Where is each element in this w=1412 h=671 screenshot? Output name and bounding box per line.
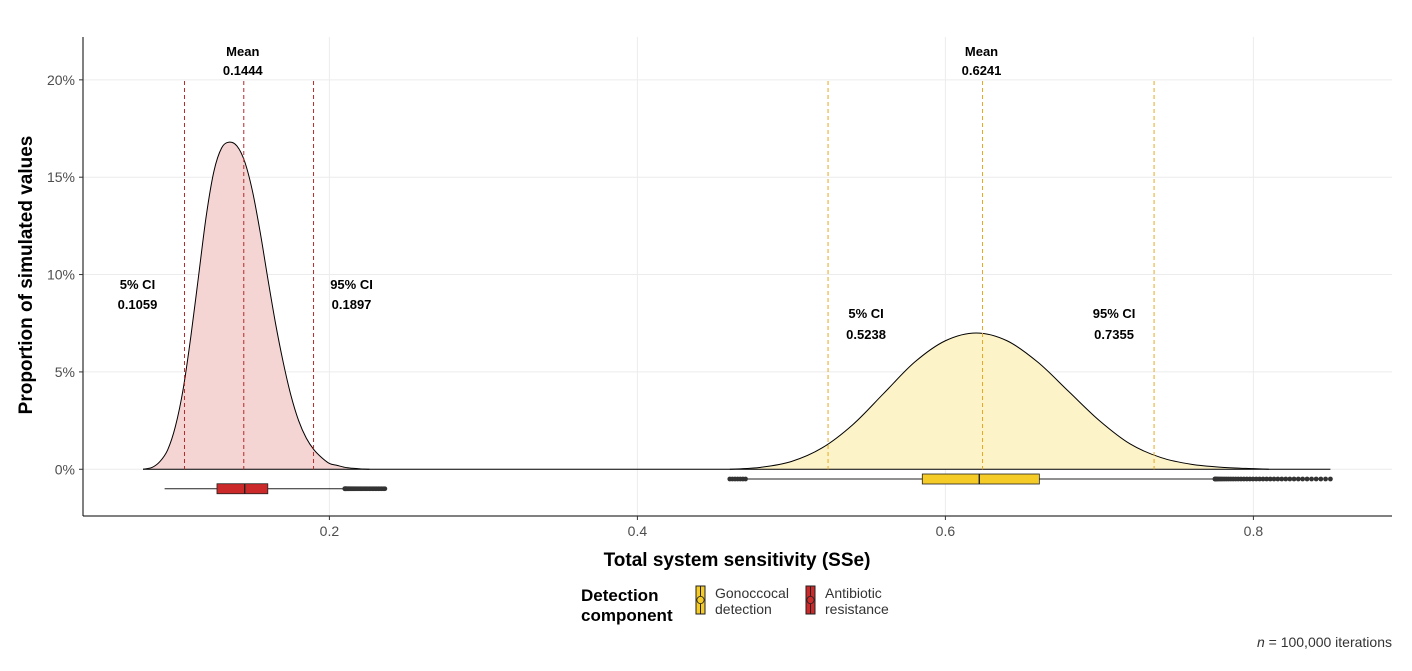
ci95-value-gonococcal: 0.7355 — [1094, 327, 1134, 342]
legend-label-antibiotic-line2: resistance — [825, 601, 889, 617]
outlier-high-gonococcal — [1323, 476, 1328, 482]
y-tick-label: 15% — [47, 169, 75, 185]
annotations: Mean 0.1444 5% CI 0.1059 95% CI 0.1897 Mean 0.6… — [118, 44, 1136, 342]
legend-title-line1: Detection — [581, 586, 658, 605]
ci5-value-antibiotic: 0.1059 — [118, 297, 158, 312]
y-axis-title: Proportion of simulated values — [16, 136, 37, 415]
legend: Detection component Gonoccocal detection… — [581, 585, 889, 625]
outlier-low-gonococcal — [743, 476, 748, 482]
mean-title-antibiotic: Mean — [226, 44, 259, 59]
outlier-high-gonococcal — [1264, 476, 1270, 482]
outlier-high-antibiotic — [382, 486, 388, 492]
caption-n: n — [1257, 634, 1265, 650]
legend-key-dot-antibiotic — [806, 596, 815, 605]
ci5-value-gonococcal: 0.5238 — [846, 327, 886, 342]
outlier-high-gonococcal — [1328, 476, 1333, 482]
legend-label-gonococcal-line1: Gonoccocal — [715, 585, 789, 601]
mean-value-antibiotic: 0.1444 — [223, 63, 264, 78]
x-axis-title: Total system sensitivity (SSe) — [604, 550, 871, 571]
ci5-title-antibiotic: 5% CI — [120, 277, 155, 292]
outlier-high-gonococcal — [1257, 476, 1263, 482]
ci95-title-gonococcal: 95% CI — [1093, 306, 1136, 321]
outlier-high-gonococcal — [1304, 476, 1310, 482]
outlier-high-gonococcal — [1283, 476, 1289, 482]
outlier-high-gonococcal — [1275, 476, 1281, 482]
ci95-title-antibiotic: 95% CI — [330, 277, 373, 292]
ci5-title-gonococcal: 5% CI — [848, 306, 883, 321]
x-tick-label: 0.8 — [1244, 523, 1264, 539]
box-gonococcal — [921, 473, 1040, 485]
y-tick-label: 0% — [55, 461, 75, 477]
y-tick-label: 5% — [55, 364, 75, 380]
caption: n = 100,000 iterations — [1257, 634, 1392, 650]
legend-title-line2: component — [581, 606, 673, 625]
density-fill-gonococcal — [729, 332, 1269, 470]
legend-label-antibiotic-line1: Antibiotic — [825, 585, 882, 601]
outlier-high-gonococcal — [1300, 476, 1306, 482]
x-tick-label: 0.4 — [628, 523, 648, 539]
axes: 0.2 0.4 0.6 0.8 0% 5% 10% 15% 20% — [47, 37, 1392, 539]
density-outline-antibiotic — [142, 141, 370, 470]
mean-title-gonococcal: Mean — [965, 44, 998, 59]
outlier-high-gonococcal — [1253, 476, 1259, 482]
caption-rest: = 100,000 iterations — [1265, 634, 1392, 650]
y-tick-label: 20% — [47, 72, 75, 88]
x-tick-label: 0.6 — [936, 523, 956, 539]
box-antibiotic — [216, 483, 269, 495]
ci95-value-antibiotic: 0.1897 — [332, 297, 372, 312]
x-tick-label: 0.2 — [320, 523, 340, 539]
outlier-high-gonococcal — [1287, 476, 1293, 482]
density-areas — [142, 141, 1331, 470]
outlier-high-gonococcal — [1291, 476, 1297, 482]
density-outline-gonococcal — [729, 332, 1269, 470]
outlier-high-gonococcal — [1313, 476, 1319, 482]
outlier-high-gonococcal — [1279, 476, 1285, 482]
outlier-high-gonococcal — [1295, 476, 1301, 482]
outlier-high-gonococcal — [1260, 476, 1266, 482]
legend-key-dot-gonococcal — [696, 596, 705, 605]
density-fill-antibiotic — [143, 142, 370, 470]
y-tick-label: 10% — [47, 267, 75, 283]
legend-label-gonococcal-line2: detection — [715, 601, 772, 617]
outlier-high-gonococcal — [1267, 476, 1273, 482]
boxplots — [164, 473, 1333, 495]
outlier-high-gonococcal — [1309, 476, 1314, 482]
mean-value-gonococcal: 0.6241 — [962, 63, 1002, 78]
outlier-high-gonococcal — [1318, 476, 1324, 482]
reference-lines — [183, 81, 1155, 470]
outlier-high-gonococcal — [1271, 476, 1277, 482]
